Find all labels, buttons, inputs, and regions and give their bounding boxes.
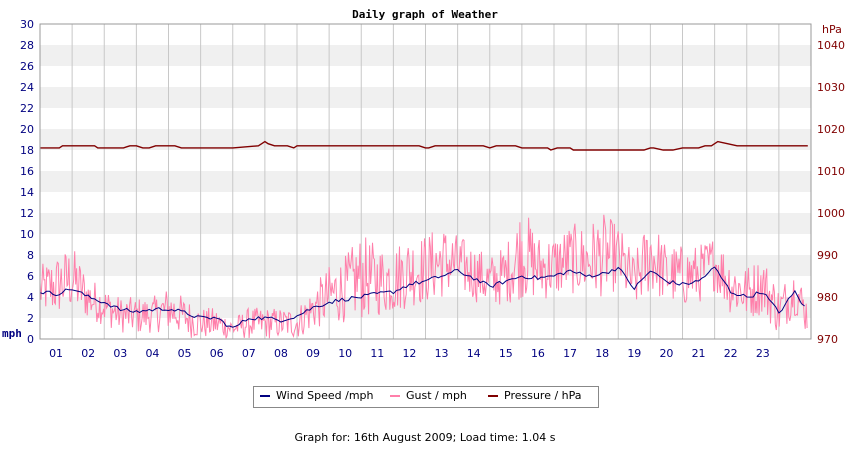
left-tick-label: 28 — [20, 39, 34, 52]
pressure-line — [40, 140, 808, 151]
plot-frame — [39, 23, 812, 340]
x-tick-label: 22 — [724, 347, 738, 360]
left-tick-label: 30 — [20, 18, 34, 31]
left-tick-label: 16 — [20, 165, 34, 178]
x-tick-label: 02 — [81, 347, 95, 360]
x-tick-label: 23 — [756, 347, 770, 360]
legend-swatch-gust — [390, 395, 400, 397]
right-tick-label: 1010 — [817, 165, 845, 178]
right-tick-label: 970 — [817, 333, 838, 346]
x-tick-label: 12 — [402, 347, 416, 360]
right-tick-label: 1000 — [817, 207, 845, 220]
legend-label-pressure: Pressure / hPa — [504, 389, 582, 402]
right-axis-label: hPa — [822, 23, 842, 36]
x-tick-label: 04 — [145, 347, 159, 360]
left-tick-label: 10 — [20, 228, 34, 241]
wind-speed-line — [39, 266, 805, 328]
x-tick-label: 10 — [338, 347, 352, 360]
x-tick-label: 21 — [692, 347, 706, 360]
legend: Wind Speed /mph Gust / mph Pressure / hP… — [253, 386, 599, 408]
x-tick-label: 09 — [306, 347, 320, 360]
left-tick-label: 2 — [27, 312, 34, 325]
legend-swatch-pressure — [488, 395, 498, 397]
vertical-gridlines — [71, 24, 780, 339]
legend-label-gust: Gust / mph — [406, 389, 467, 402]
left-tick-label: 14 — [20, 186, 34, 199]
right-tick-label: 990 — [817, 249, 838, 262]
left-tick-label: 4 — [27, 291, 34, 304]
left-tick-label: 6 — [27, 270, 34, 283]
legend-label-wind: Wind Speed /mph — [276, 389, 374, 402]
legend-item-wind: Wind Speed /mph — [260, 389, 374, 402]
x-tick-label: 06 — [210, 347, 224, 360]
x-tick-label: 17 — [563, 347, 577, 360]
chart-title: Daily graph of Weather — [352, 8, 498, 21]
pressure-series — [40, 140, 808, 151]
left-tick-label: 8 — [27, 249, 34, 262]
x-tick-label: 07 — [242, 347, 256, 360]
x-tick-label: 14 — [467, 347, 481, 360]
gust-series — [39, 214, 808, 339]
left-tick-label: 20 — [20, 123, 34, 136]
footer-text: Graph for: 16th August 2009; Load time: … — [294, 431, 556, 444]
legend-swatch-wind — [260, 395, 270, 397]
left-tick-label: 26 — [20, 60, 34, 73]
right-tick-label: 980 — [817, 291, 838, 304]
right-tick-label: 1030 — [817, 81, 845, 94]
x-tick-label: 05 — [178, 347, 192, 360]
right-axis-ticks: 970 980 990 1000 1010 1020 1030 1040 — [817, 39, 845, 346]
left-tick-label: 24 — [20, 81, 34, 94]
left-tick-label: 18 — [20, 144, 34, 157]
x-tick-label: 19 — [627, 347, 641, 360]
left-tick-label: 0 — [27, 333, 34, 346]
legend-item-pressure: Pressure / hPa — [488, 389, 582, 402]
x-tick-label: 11 — [370, 347, 384, 360]
x-tick-label: 16 — [531, 347, 545, 360]
right-tick-label: 1020 — [817, 123, 845, 136]
x-tick-label: 08 — [274, 347, 288, 360]
x-tick-label: 13 — [435, 347, 449, 360]
left-axis-label: mph — [2, 327, 22, 340]
x-tick-label: 15 — [499, 347, 513, 360]
weather-chart: Daily graph of Weather 02468101214161820… — [2, 8, 845, 360]
wind-speed-series — [39, 266, 805, 328]
x-tick-label: 20 — [659, 347, 673, 360]
left-tick-label: 12 — [20, 207, 34, 220]
legend-item-gust: Gust / mph — [390, 389, 467, 402]
gust-line — [39, 214, 808, 339]
x-axis-ticks: 01 02 03 04 05 06 07 08 09 10 11 12 13 14 15 16 17 18 19 20… — [49, 347, 770, 360]
x-tick-label: 03 — [113, 347, 127, 360]
x-tick-label: 18 — [595, 347, 609, 360]
left-tick-label: 22 — [20, 102, 34, 115]
right-tick-label: 1040 — [817, 39, 845, 52]
x-tick-label: 01 — [49, 347, 63, 360]
